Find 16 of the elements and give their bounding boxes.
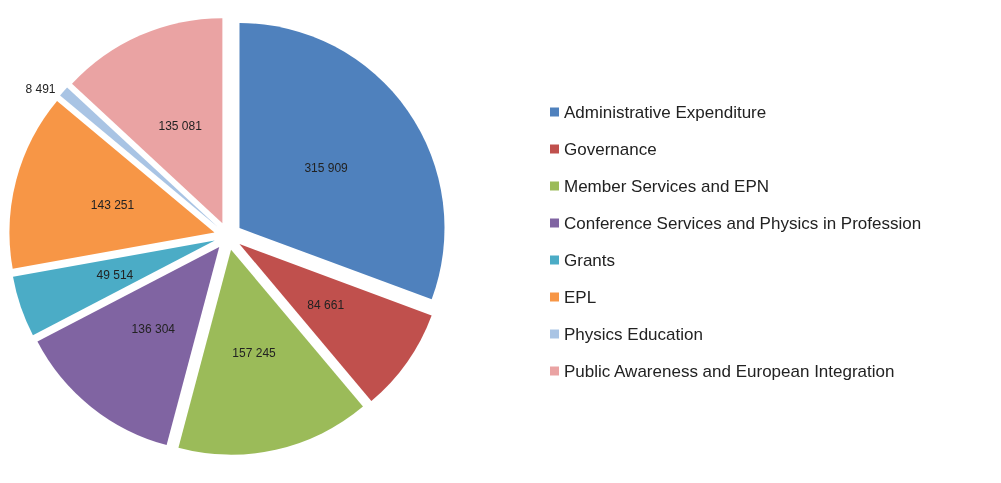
legend-label: Administrative Expenditure	[564, 102, 767, 122]
data-label: 8 491	[25, 81, 56, 96]
legend-label: Governance	[564, 139, 657, 159]
data-label: 135 081	[158, 119, 203, 134]
legend-label: EPL	[564, 287, 597, 307]
data-label: 143 251	[90, 198, 135, 213]
legend-label: Physics Education	[564, 324, 703, 344]
data-label: 84 661	[307, 297, 345, 312]
data-label: 49 514	[96, 267, 134, 282]
legend-label: Public Awareness and European Integration	[564, 361, 895, 381]
data-label: 315 909	[304, 160, 349, 175]
legend-label: Grants	[564, 250, 616, 270]
data-label: 136 304	[131, 322, 176, 337]
data-label: 157 245	[232, 345, 277, 360]
legend-label: Conference Services and Physics in Profession	[564, 213, 922, 233]
legend-label: Member Services and EPN	[564, 176, 770, 196]
